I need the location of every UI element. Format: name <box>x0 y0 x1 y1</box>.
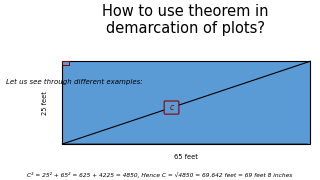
FancyBboxPatch shape <box>164 101 179 114</box>
Text: 65 feet: 65 feet <box>174 154 198 160</box>
Text: Let us see through different examples:: Let us see through different examples: <box>6 79 143 85</box>
Text: 25 feet: 25 feet <box>42 91 48 114</box>
Text: How to use theorem in
demarcation of plots?: How to use theorem in demarcation of plo… <box>102 4 269 36</box>
Bar <box>62 61 310 144</box>
Text: C² = 25² + 65² = 625 + 4225 = 4850, Hence C = √4850 = 69.642 feet = 69 feet 8 in: C² = 25² + 65² = 625 + 4225 = 4850, Henc… <box>28 172 292 178</box>
Text: c: c <box>169 103 174 112</box>
